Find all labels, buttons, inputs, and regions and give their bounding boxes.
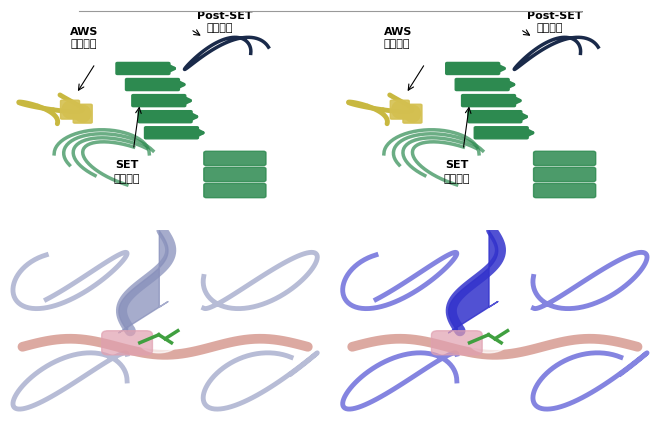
Text: SET: SET bbox=[115, 160, 139, 170]
FancyBboxPatch shape bbox=[446, 62, 500, 74]
FancyBboxPatch shape bbox=[73, 104, 92, 123]
FancyBboxPatch shape bbox=[61, 100, 79, 119]
FancyBboxPatch shape bbox=[475, 127, 528, 139]
Ellipse shape bbox=[360, 260, 630, 401]
Ellipse shape bbox=[469, 333, 508, 353]
Text: ドメイン: ドメイン bbox=[444, 174, 470, 184]
Ellipse shape bbox=[75, 105, 90, 122]
FancyBboxPatch shape bbox=[138, 111, 192, 123]
FancyBboxPatch shape bbox=[125, 78, 180, 91]
FancyBboxPatch shape bbox=[116, 62, 170, 74]
FancyBboxPatch shape bbox=[204, 183, 266, 198]
FancyBboxPatch shape bbox=[432, 331, 482, 355]
Ellipse shape bbox=[392, 101, 408, 118]
Text: ドメイン: ドメイン bbox=[70, 39, 96, 49]
Text: Post-SET: Post-SET bbox=[527, 11, 582, 21]
FancyBboxPatch shape bbox=[102, 331, 152, 355]
Text: AWS: AWS bbox=[384, 27, 412, 37]
FancyBboxPatch shape bbox=[145, 127, 199, 139]
Ellipse shape bbox=[405, 105, 420, 122]
FancyBboxPatch shape bbox=[468, 111, 522, 123]
Text: SET: SET bbox=[445, 160, 469, 170]
FancyBboxPatch shape bbox=[204, 151, 266, 165]
FancyBboxPatch shape bbox=[533, 167, 596, 182]
FancyBboxPatch shape bbox=[132, 95, 185, 106]
FancyBboxPatch shape bbox=[533, 183, 596, 198]
Ellipse shape bbox=[62, 101, 78, 118]
Text: ドメイン: ドメイン bbox=[384, 39, 411, 49]
FancyBboxPatch shape bbox=[461, 95, 515, 106]
Text: Post-SET: Post-SET bbox=[197, 11, 253, 21]
Ellipse shape bbox=[30, 260, 300, 401]
Text: ドメイン: ドメイン bbox=[114, 174, 141, 184]
Text: ドメイン: ドメイン bbox=[207, 23, 233, 33]
FancyBboxPatch shape bbox=[533, 151, 596, 165]
FancyBboxPatch shape bbox=[403, 104, 422, 123]
FancyBboxPatch shape bbox=[390, 100, 409, 119]
FancyBboxPatch shape bbox=[204, 167, 266, 182]
Ellipse shape bbox=[140, 333, 178, 353]
Text: AWS: AWS bbox=[70, 27, 98, 37]
Text: ドメイン: ドメイン bbox=[536, 23, 562, 33]
FancyBboxPatch shape bbox=[455, 78, 509, 91]
